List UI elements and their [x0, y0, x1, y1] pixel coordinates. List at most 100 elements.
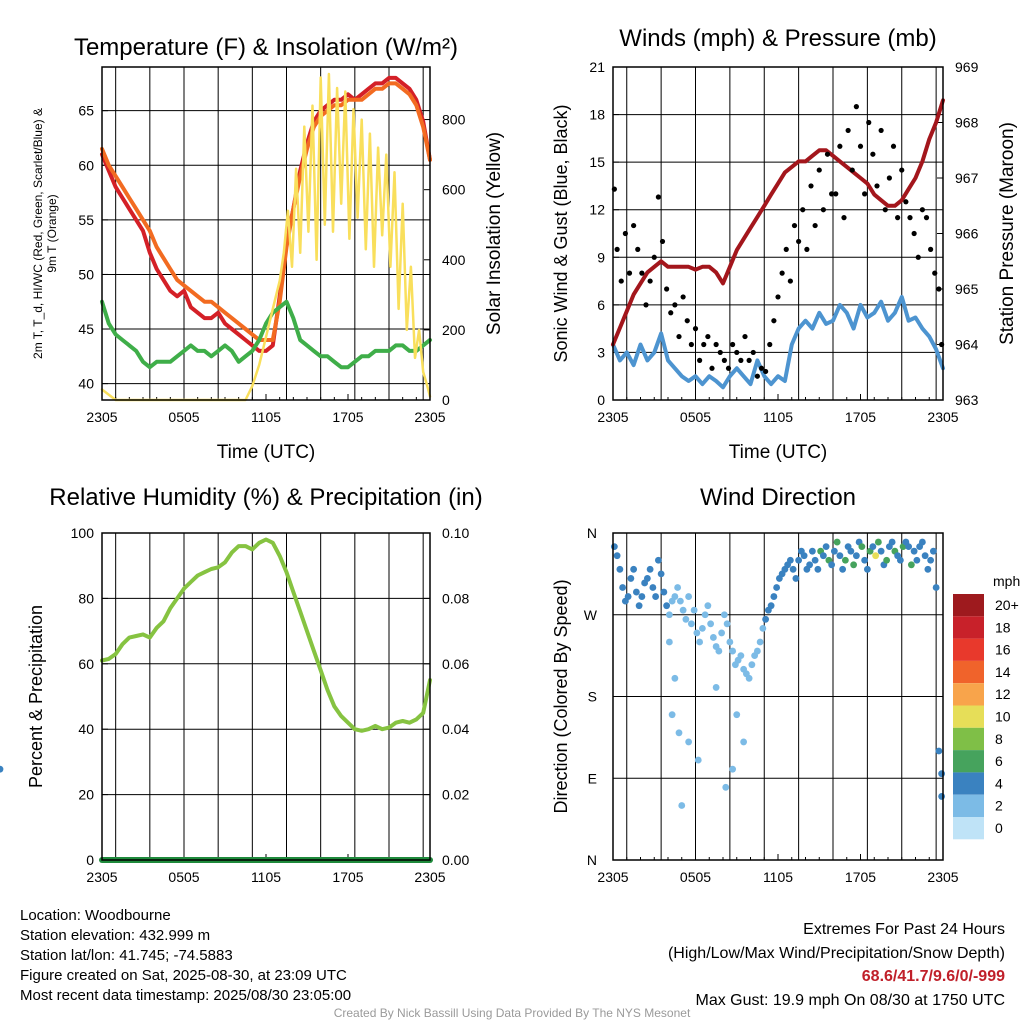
- series-line-sonic-wind: [611, 294, 945, 390]
- y-tick-label: N: [587, 525, 597, 541]
- direction-point: [756, 638, 764, 646]
- gust-point: [651, 254, 657, 260]
- gust-point: [746, 357, 752, 363]
- direction-point: [896, 556, 904, 564]
- y-axis-title: Percent & Precipitation: [26, 605, 46, 788]
- gust-point: [672, 302, 678, 308]
- direction-point: [833, 538, 841, 546]
- gust-point: [804, 246, 810, 252]
- gust-point: [878, 127, 884, 134]
- gust-point: [734, 349, 740, 356]
- direction-point: [869, 543, 877, 551]
- gust-point: [705, 333, 711, 340]
- gust-point: [618, 278, 624, 284]
- temperature-insolation-panel: Temperature (F) & Insolation (W/m²) 2305 0…: [31, 34, 505, 463]
- gust-point: [808, 183, 814, 189]
- direction-point: [762, 615, 770, 623]
- direction-point: [770, 593, 778, 600]
- direction-point: [938, 793, 946, 800]
- direction-point: [841, 556, 849, 564]
- x-tick-label: 2305: [597, 409, 628, 425]
- direction-point: [748, 661, 756, 669]
- gust-point: [845, 127, 851, 134]
- direction-point: [682, 615, 690, 623]
- legend-title: mph: [993, 573, 1020, 589]
- direction-point: [613, 552, 621, 560]
- plot-frame: [612, 66, 944, 401]
- direction-point: [737, 652, 745, 660]
- direction-point: [643, 575, 651, 582]
- direction-point: [635, 602, 643, 610]
- direction-point: [678, 802, 686, 809]
- direction-point: [649, 584, 657, 591]
- y-tick-label: 45: [78, 321, 94, 337]
- gust-point: [816, 167, 822, 173]
- gust-point: [928, 246, 934, 252]
- direction-point: [630, 565, 638, 573]
- x-tick-label: 2305: [414, 869, 445, 885]
- direction-point: [712, 684, 720, 691]
- direction-point: [646, 565, 654, 573]
- x-tick-label: 2305: [927, 869, 958, 885]
- gust-point: [697, 357, 703, 363]
- gust-point: [676, 333, 682, 340]
- direction-point: [654, 556, 662, 564]
- y-tick-label: 40: [78, 721, 94, 737]
- direction-point: [786, 556, 794, 564]
- x-tick-label: 1105: [763, 869, 793, 885]
- y2-tick-label: 966: [955, 226, 979, 242]
- legend-label: 16: [995, 642, 1011, 658]
- panel-title: Relative Humidity (%) & Precipitation (i…: [49, 484, 482, 511]
- gust-point: [923, 215, 930, 221]
- x-tick-label: 1105: [251, 869, 281, 885]
- x-tick-label: 1705: [845, 869, 876, 885]
- x-tick-label: 1105: [763, 409, 793, 425]
- direction-point: [707, 620, 715, 628]
- gust-point: [899, 167, 905, 173]
- gust-point: [643, 302, 649, 308]
- x-tick-label: 2305: [86, 409, 117, 425]
- gust-point: [771, 318, 777, 324]
- direction-point: [830, 547, 838, 555]
- y2-tick-label: 0.06: [442, 656, 469, 672]
- gust-point: [779, 270, 785, 276]
- y-tick-label: 60: [78, 157, 94, 173]
- x-tick-label: 2305: [86, 869, 117, 885]
- gust-point: [738, 357, 744, 363]
- direction-point: [709, 634, 717, 641]
- direction-point: [806, 561, 814, 569]
- y-tick-label: W: [584, 607, 598, 623]
- legend-label: 18: [995, 619, 1011, 635]
- y2-tick-label: 963: [955, 392, 979, 408]
- gust-point: [890, 143, 897, 149]
- direction-point: [921, 552, 929, 560]
- direction-point: [929, 547, 937, 555]
- direction-point: [836, 552, 844, 560]
- x-tick-label: 0505: [168, 409, 199, 425]
- direction-point: [718, 629, 726, 637]
- direction-point: [932, 584, 940, 591]
- gust-point: [849, 167, 855, 173]
- legend-swatch: [953, 594, 984, 617]
- gust-point: [787, 278, 793, 284]
- direction-point: [759, 624, 767, 632]
- direction-point: [861, 556, 869, 564]
- direction-point: [910, 547, 918, 555]
- y-tick-label: E: [588, 770, 597, 786]
- x-tick-label: 0505: [680, 869, 711, 885]
- gust-point: [919, 207, 925, 213]
- y-tick-label: 15: [589, 154, 605, 170]
- direction-point: [767, 602, 775, 610]
- direction-point: [839, 565, 847, 573]
- y-tick-label: 21: [589, 59, 605, 75]
- gust-point: [659, 238, 666, 245]
- y2-tick-label: 0.08: [442, 590, 469, 606]
- direction-point: [616, 565, 624, 573]
- panel-title: Temperature (F) & Insolation (W/m²): [74, 34, 458, 61]
- direction-point: [927, 556, 935, 564]
- gust-point: [932, 270, 938, 276]
- y-tick-label: 50: [78, 266, 94, 282]
- direction-point: [674, 584, 682, 591]
- gust-point: [791, 222, 798, 229]
